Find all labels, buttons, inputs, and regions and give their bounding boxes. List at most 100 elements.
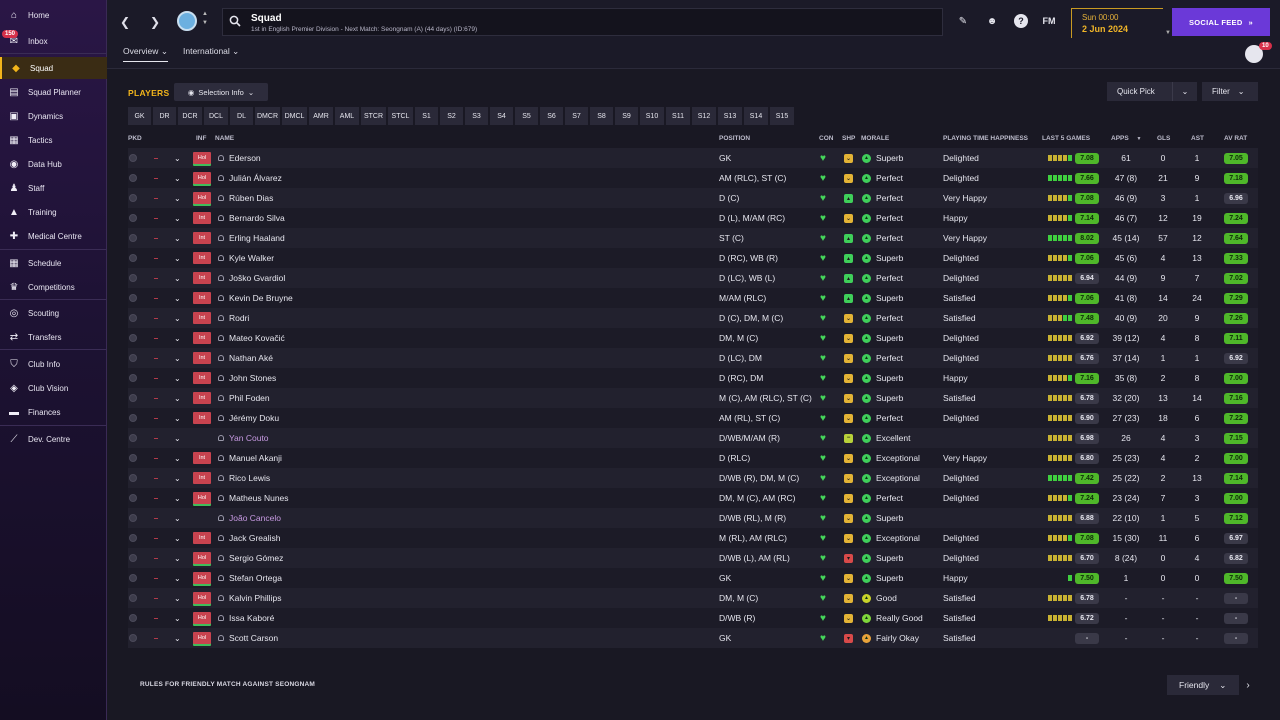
club-switch-chevrons-icon[interactable]: ▲ ▼: [202, 11, 208, 26]
player-name[interactable]: John Stones: [229, 373, 277, 383]
position-filter-dr[interactable]: DR: [153, 107, 176, 125]
sidebar-item-dynamics[interactable]: ▣ Dynamics: [0, 105, 107, 127]
sidebar-item-transfers[interactable]: ⇄ Transfers: [0, 326, 107, 348]
sidebar-item-tactics[interactable]: ▦ Tactics: [0, 129, 107, 151]
sidebar-item-inbox[interactable]: ✉ Inbox: [0, 30, 107, 52]
position-filter-amr[interactable]: AMR: [309, 107, 333, 125]
pick-toggle-icon[interactable]: [129, 514, 137, 522]
pick-toggle-icon[interactable]: [129, 354, 137, 362]
sidebar-item-staff[interactable]: ♟ Staff: [0, 177, 107, 199]
sidebar-item-scouting[interactable]: ◎ Scouting: [0, 302, 107, 324]
chevron-down-icon[interactable]: ⌄: [174, 293, 181, 303]
table-row[interactable]: ⌄ Int Jérémy Doku AM (RL), ST (C) ♥ ⌄ ▲ Perfect…: [128, 408, 1258, 428]
chevron-down-icon[interactable]: ⌄: [174, 153, 181, 163]
pick-toggle-icon[interactable]: [129, 434, 137, 442]
pick-toggle-icon[interactable]: [129, 634, 137, 642]
info-badge[interactable]: Int: [193, 252, 211, 264]
sidebar-item-home[interactable]: ⌂ Home: [0, 4, 107, 26]
col-ast[interactable]: AST: [1191, 135, 1204, 142]
pick-toggle-icon[interactable]: [129, 154, 137, 162]
manager-avatar[interactable]: [1245, 45, 1263, 63]
position-filter-stcl[interactable]: STCL: [388, 107, 413, 125]
position-filter-dcr[interactable]: DCR: [178, 107, 202, 125]
player-name[interactable]: Yan Couto: [229, 433, 269, 443]
table-row[interactable]: ⌄ Int Phil Foden M (C), AM (RLC), ST (C) ♥ ⌄ ▲…: [128, 388, 1258, 408]
pick-toggle-icon[interactable]: [129, 194, 137, 202]
player-name[interactable]: Stefan Ortega: [229, 573, 282, 583]
pick-toggle-icon[interactable]: [129, 554, 137, 562]
info-badge[interactable]: Hol: [193, 572, 211, 584]
chevron-down-icon[interactable]: ⌄: [174, 473, 181, 483]
sidebar-item-competitions[interactable]: ♛ Competitions: [0, 276, 107, 298]
player-name[interactable]: Rodri: [229, 313, 250, 323]
pick-toggle-icon[interactable]: [129, 534, 137, 542]
col-name[interactable]: NAME: [215, 135, 235, 142]
sidebar-item-finances[interactable]: ▬ Finances: [0, 401, 107, 423]
chevron-down-icon[interactable]: ⌄: [174, 613, 181, 623]
player-name[interactable]: Jack Grealish: [229, 533, 281, 543]
chevron-down-icon[interactable]: ⌄: [174, 413, 181, 423]
search-bar[interactable]: Squad 1st in English Premier Division - …: [222, 8, 943, 36]
position-filter-s15[interactable]: S15: [770, 107, 794, 125]
col-pkd[interactable]: PKD: [128, 135, 142, 142]
pick-toggle-icon[interactable]: [129, 494, 137, 502]
player-name[interactable]: Phil Foden: [229, 393, 270, 403]
info-badge[interactable]: Hol: [193, 552, 211, 564]
position-filter-dmcr[interactable]: DMCR: [255, 107, 280, 125]
chevron-down-icon[interactable]: ⌄: [174, 453, 181, 463]
sidebar-item-dev-centre[interactable]: ⟋ Dev. Centre: [0, 428, 107, 450]
player-name[interactable]: Jérémy Doku: [229, 413, 280, 423]
player-name[interactable]: Scott Carson: [229, 633, 279, 643]
position-filter-gk[interactable]: GK: [128, 107, 151, 125]
info-badge[interactable]: Hol: [193, 192, 211, 204]
chevron-down-icon[interactable]: ⌄: [174, 373, 181, 383]
col-av-rat[interactable]: AV RAT: [1224, 135, 1248, 142]
pick-toggle-icon[interactable]: [129, 394, 137, 402]
position-filter-s8[interactable]: S8: [590, 107, 613, 125]
sidebar-item-club-info[interactable]: ⛉ Club Info: [0, 353, 107, 375]
col-morale[interactable]: MORALE: [861, 135, 890, 142]
player-name[interactable]: Ederson: [229, 153, 261, 163]
position-filter-dl[interactable]: DL: [230, 107, 253, 125]
player-name[interactable]: Kevin De Bruyne: [229, 293, 293, 303]
info-badge[interactable]: Int: [193, 452, 211, 464]
table-row[interactable]: ⌄ Int Mateo Kovačić DM, M (C) ♥ ⌄ ▲ Superb Delig…: [128, 328, 1258, 348]
player-name[interactable]: Bernardo Silva: [229, 213, 285, 223]
player-name[interactable]: Nathan Aké: [229, 353, 273, 363]
pick-toggle-icon[interactable]: [129, 414, 137, 422]
info-badge[interactable]: Int: [193, 412, 211, 424]
sidebar-item-squad[interactable]: ◆ Squad: [0, 57, 107, 79]
player-name[interactable]: Rico Lewis: [229, 473, 271, 483]
pick-toggle-icon[interactable]: [129, 374, 137, 382]
table-row[interactable]: ⌄ Int Rico Lewis D/WB (R), DM, M (C) ♥ ⌄ ▲ Exce…: [128, 468, 1258, 488]
sidebar-item-club-vision[interactable]: ◈ Club Vision: [0, 377, 107, 399]
table-row[interactable]: ⌄ Hol Rúben Dias D (C) ♥ ▴ ▲ Perfect Very Happy 7…: [128, 188, 1258, 208]
chevron-down-icon[interactable]: ⌄: [174, 253, 181, 263]
info-badge[interactable]: Hol: [193, 632, 211, 644]
chevron-down-icon[interactable]: ⌄: [174, 593, 181, 603]
chevron-down-icon[interactable]: ⌄: [174, 433, 181, 443]
pick-toggle-icon[interactable]: [129, 274, 137, 282]
chevron-down-icon[interactable]: ⌄: [174, 213, 181, 223]
chevron-down-icon[interactable]: ⌄: [174, 553, 181, 563]
pick-toggle-icon[interactable]: [129, 214, 137, 222]
info-badge[interactable]: Int: [193, 292, 211, 304]
table-row[interactable]: ⌄ Yan Couto D/WB/M/AM (R) ♥ − ▲ Excellent 6.98 2…: [128, 428, 1258, 448]
player-name[interactable]: Julián Álvarez: [229, 173, 282, 183]
info-badge[interactable]: Int: [193, 392, 211, 404]
fm-logo-icon[interactable]: FM: [1042, 16, 1056, 26]
table-row[interactable]: ⌄ Int Jack Grealish M (RL), AM (RLC) ♥ ⌄ ▲ Exce…: [128, 528, 1258, 548]
chevron-down-icon[interactable]: ⌄: [174, 493, 181, 503]
position-filter-s11[interactable]: S11: [666, 107, 690, 125]
col-gls[interactable]: GLS: [1157, 135, 1171, 142]
position-filter-s4[interactable]: S4: [490, 107, 513, 125]
pick-toggle-icon[interactable]: [129, 574, 137, 582]
sidebar-item-medical-centre[interactable]: ✚ Medical Centre: [0, 225, 107, 247]
table-row[interactable]: ⌄ Hol Ederson GK ♥ ⌄ ▲ Superb Delighted 7.08 61 0 1 7…: [128, 148, 1258, 168]
info-badge[interactable]: Int: [193, 272, 211, 284]
position-filter-s10[interactable]: S10: [640, 107, 664, 125]
position-filter-stcr[interactable]: STCR: [361, 107, 386, 125]
sidebar-item-training[interactable]: ▲ Training: [0, 201, 107, 223]
pick-toggle-icon[interactable]: [129, 474, 137, 482]
info-badge[interactable]: Int: [193, 352, 211, 364]
